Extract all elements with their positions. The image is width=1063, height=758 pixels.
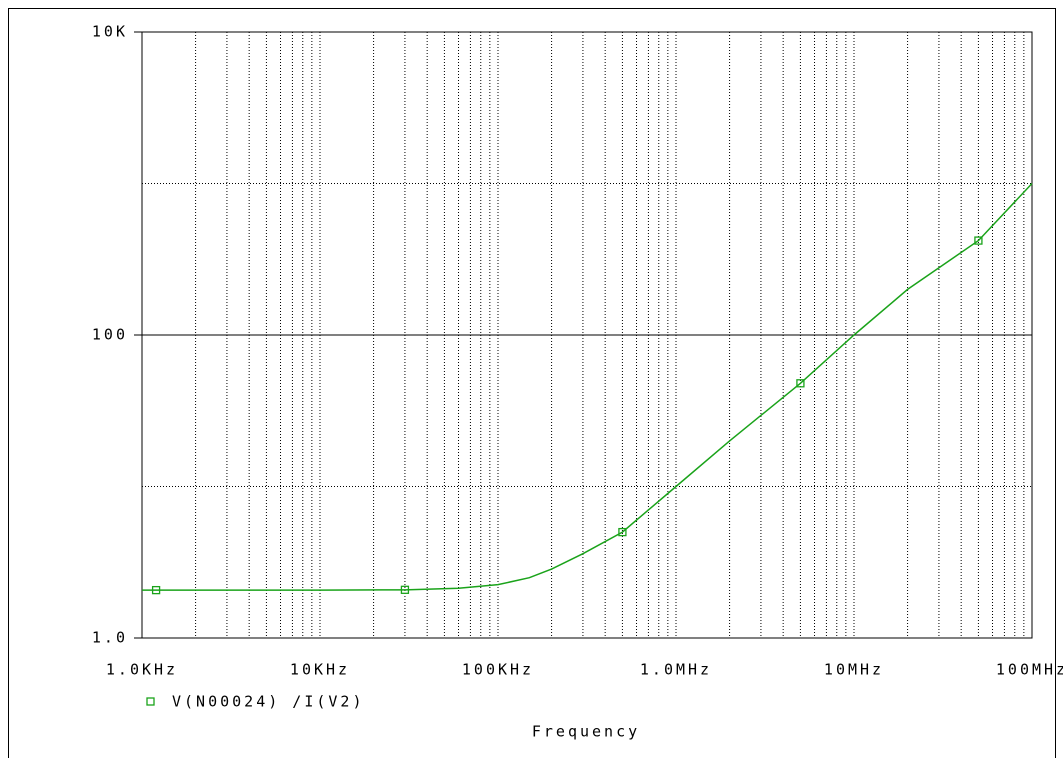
x-tick-label: 100KHz — [462, 661, 534, 679]
frame — [8, 8, 1056, 758]
marker — [400, 585, 410, 594]
marker — [974, 236, 983, 245]
legend-marker — [146, 697, 155, 706]
x-tick-label: 10KHz — [290, 661, 350, 679]
marker — [796, 379, 805, 388]
y-tick-label: 100 — [92, 326, 128, 344]
plot-area — [141, 31, 1033, 639]
marker — [151, 585, 161, 595]
legend-label: V(N00024) /I(V2) — [172, 693, 365, 711]
x-tick-label: 100MHz — [996, 661, 1063, 679]
x-axis-label: Frequency — [532, 723, 640, 741]
series-line — [142, 182, 1033, 591]
y-tick-label: 10K — [92, 23, 128, 41]
x-tick-label: 10MHz — [824, 661, 884, 679]
x-tick-label: 1.0MHz — [640, 661, 712, 679]
marker — [618, 527, 627, 537]
y-tick-label: 1.0 — [92, 629, 128, 647]
x-tick-label: 1.0KHz — [106, 661, 178, 679]
